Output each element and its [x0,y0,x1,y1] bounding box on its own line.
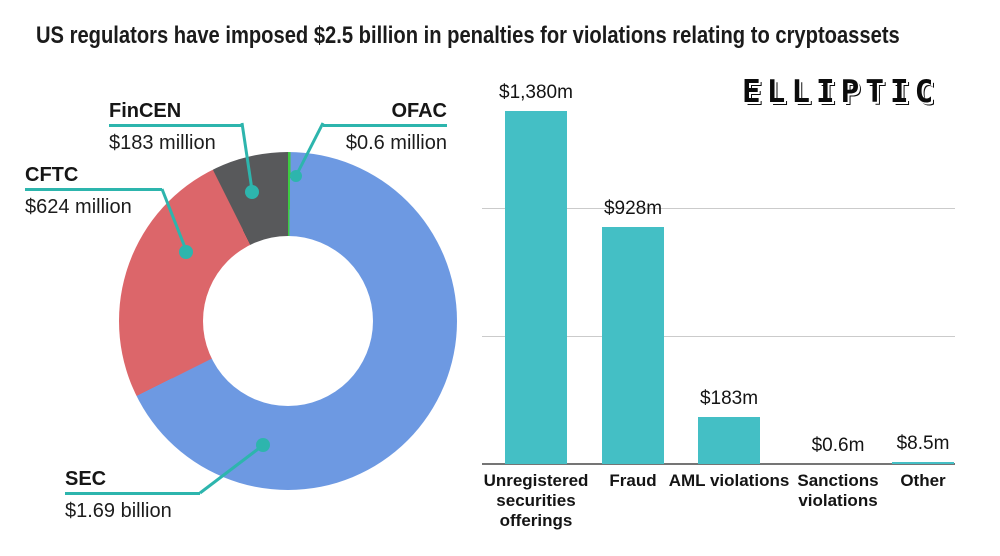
ofac-value: $0.6 million [345,132,447,154]
bar-value-label: $1,380m [499,82,573,103]
donut-hole [203,236,373,406]
bar-category-label: Sanctions violations [797,471,879,510]
donut-chart [119,152,457,490]
bar-value-label: $928m [603,198,663,219]
sec-label-underline [65,492,200,495]
cftc-label-group: CFTC $624 million [25,165,162,218]
sec-label: SEC [65,468,107,490]
sec-value: $1.69 billion [65,500,172,522]
bar-5 [892,462,954,464]
bar-category-label: Other [900,471,946,490]
bar-value-label: $8.5m [896,433,950,454]
gridline-500m [482,336,955,337]
elliptic-logo: ELLIPTIC [742,74,940,110]
sec-label-group: SEC $1.69 billion [65,469,200,522]
cftc-label: CFTC [25,164,79,186]
x-axis-line [482,463,955,465]
chart-title: US regulators have imposed $2.5 billion … [36,22,900,49]
ofac-label: OFAC [391,100,447,122]
fincen-value: $183 million [109,132,216,154]
bar-1 [505,111,567,464]
fincen-label-group: FinCEN $183 million [109,101,242,154]
fincen-label-underline [109,124,242,127]
cftc-label-underline [25,188,162,191]
cftc-value: $624 million [25,196,132,218]
bar-category-label: Fraud [609,471,657,490]
bar-2 [602,227,664,464]
bar-value-label: $0.6m [811,435,865,456]
bar-3 [698,417,760,464]
bar-category-label: Unregistered securities offerings [483,471,589,530]
ofac-label-group: OFAC $0.6 million [323,101,447,154]
fincen-label: FinCEN [109,100,182,122]
ofac-label-underline [323,124,447,127]
gridline-1000m [482,208,955,209]
bar-value-label: $183m [699,388,759,409]
bar-category-label: AML violations [668,471,790,490]
